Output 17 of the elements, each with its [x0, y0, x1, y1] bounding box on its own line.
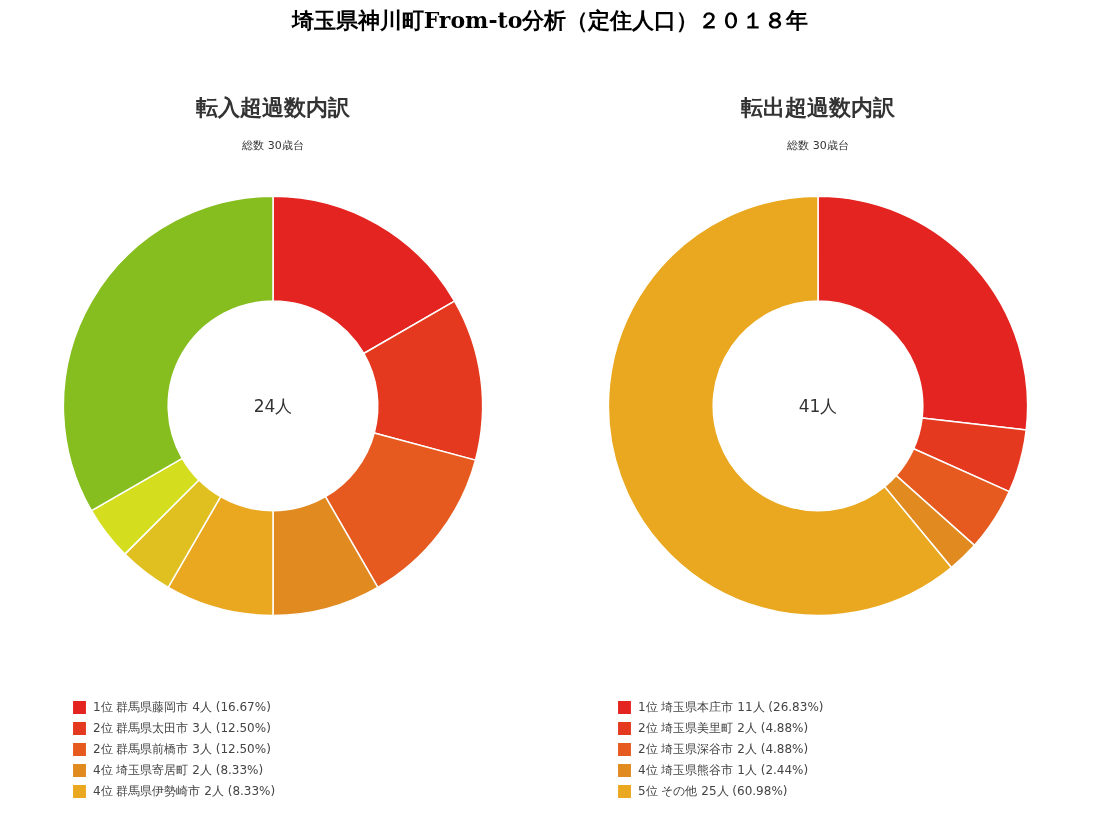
- legend-label: 2位 埼玉県深谷市 2人 (4.88%): [638, 740, 809, 758]
- legend-label: 2位 群馬県太田市 3人 (12.50%): [93, 719, 271, 737]
- chart-subtitle: 総数 30歳台: [241, 139, 304, 153]
- legend-label: 1位 群馬県藤岡市 4人 (16.67%): [93, 698, 271, 716]
- legend-label: 4位 埼玉県寄居町 2人 (8.33%): [93, 761, 264, 779]
- chart-subtitle: 総数 30歳台: [786, 139, 849, 153]
- legend-label: 4位 群馬県伊勢崎市 2人 (8.33%): [93, 782, 276, 800]
- legend-label: 2位 群馬県前橋市 3人 (12.50%): [93, 740, 271, 758]
- legend-label: 5位 その他 25人 (60.98%): [638, 782, 788, 800]
- text: 埼玉県神川町From-to分析（定住人口）２０１８年: [291, 6, 809, 35]
- text: 24人: [253, 395, 293, 416]
- legend-label: 1位 埼玉県本庄市 11人 (26.83%): [638, 698, 824, 716]
- text: 41人: [798, 395, 838, 416]
- legend-label: 4位 埼玉県熊谷市 1人 (2.44%): [638, 761, 809, 779]
- chart-title: 転入超過数内訳: [196, 95, 351, 121]
- legend-label: 2位 埼玉県美里町 2人 (4.88%): [638, 719, 809, 737]
- chart-title: 転出超過数内訳: [741, 95, 896, 121]
